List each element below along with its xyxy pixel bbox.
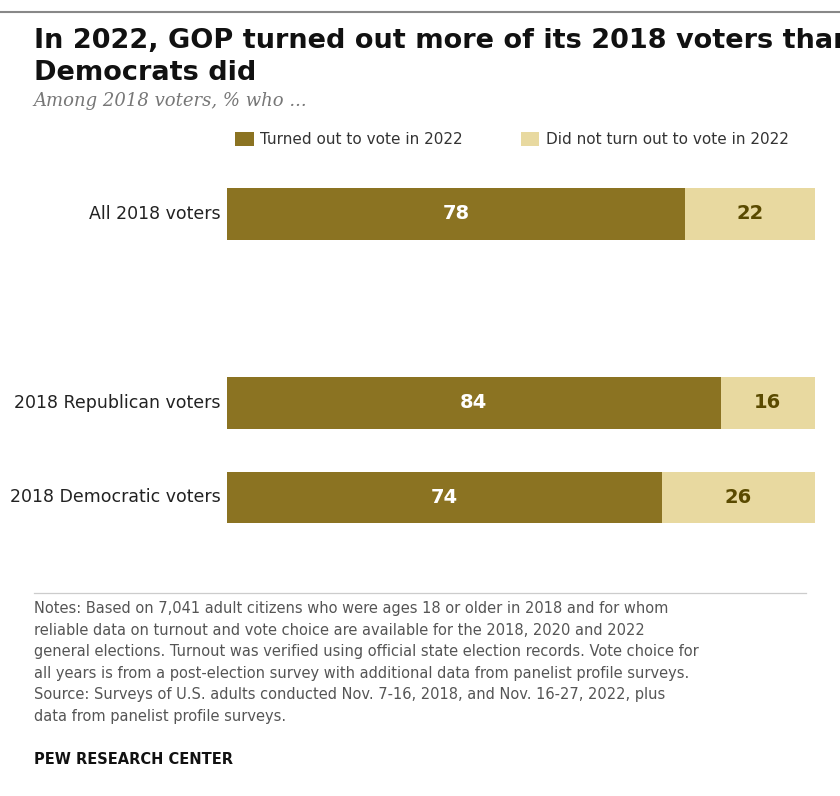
Text: Turned out to vote in 2022: Turned out to vote in 2022 (260, 132, 463, 146)
Text: 84: 84 (460, 393, 487, 412)
Bar (662, 471, 815, 524)
Text: 16: 16 (754, 393, 781, 412)
Text: 22: 22 (737, 205, 764, 224)
Bar (227, 377, 721, 429)
Text: PEW RESEARCH CENTER: PEW RESEARCH CENTER (34, 752, 233, 767)
Text: Democrats did: Democrats did (34, 60, 256, 86)
Bar (227, 188, 685, 240)
Text: 26: 26 (725, 488, 752, 507)
Bar (227, 471, 662, 524)
Bar (721, 377, 815, 429)
Text: 2018 Democratic voters: 2018 Democratic voters (10, 489, 221, 506)
Text: All 2018 voters: All 2018 voters (89, 205, 221, 223)
Text: 78: 78 (443, 205, 470, 224)
Text: In 2022, GOP turned out more of its 2018 voters than: In 2022, GOP turned out more of its 2018… (34, 28, 840, 54)
Bar (685, 188, 815, 240)
Text: Among 2018 voters, % who ...: Among 2018 voters, % who ... (34, 92, 307, 110)
Text: Notes: Based on 7,041 adult citizens who were ages 18 or older in 2018 and for w: Notes: Based on 7,041 adult citizens who… (34, 601, 698, 724)
Text: 2018 Republican voters: 2018 Republican voters (14, 394, 221, 412)
Text: Did not turn out to vote in 2022: Did not turn out to vote in 2022 (546, 132, 789, 146)
Text: 74: 74 (431, 488, 458, 507)
